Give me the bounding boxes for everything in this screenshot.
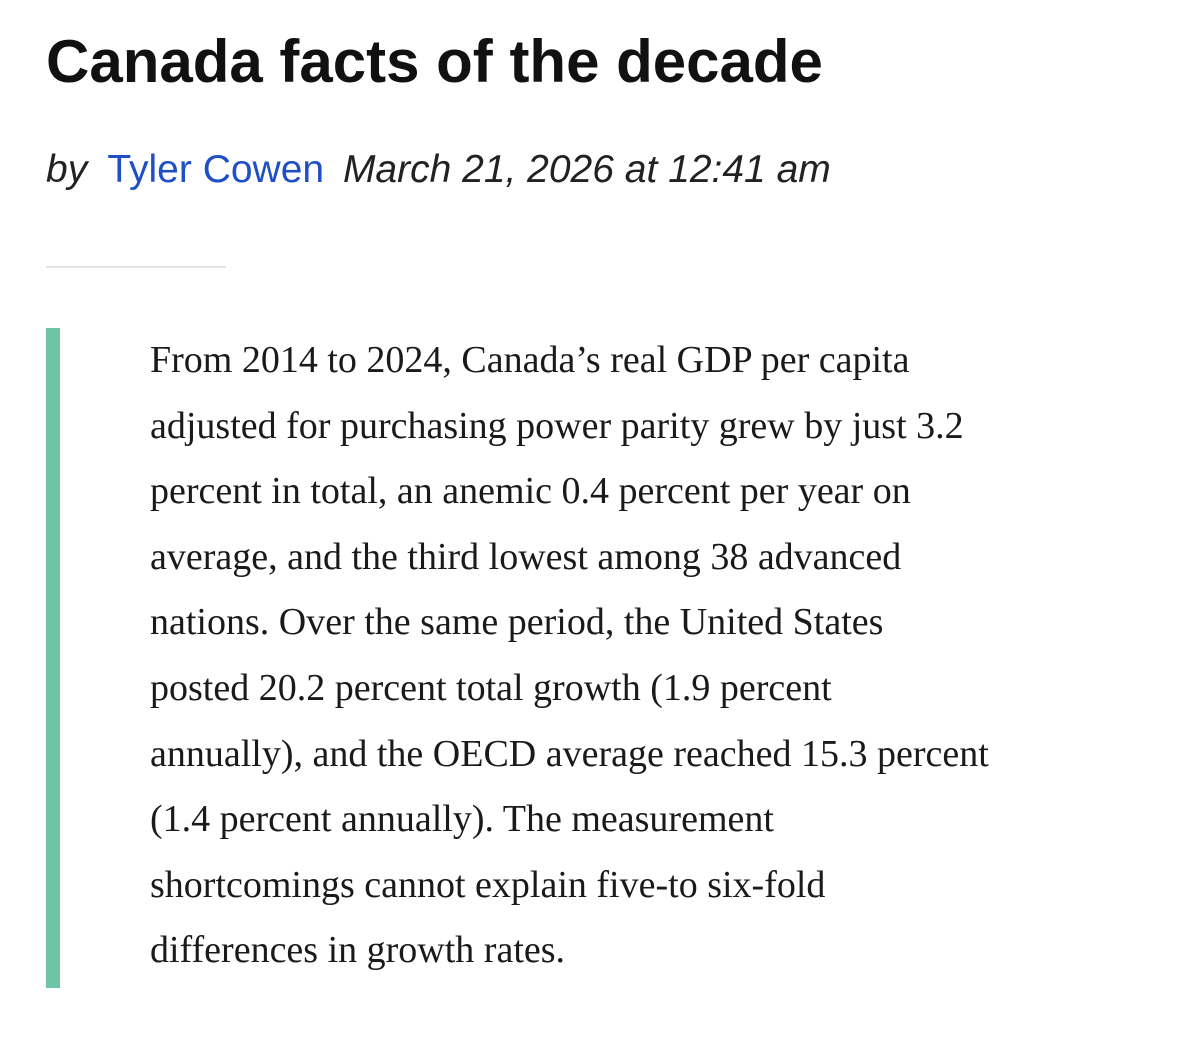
byline: by Tyler Cowen March 21, 2026 at 12:41 a… <box>46 140 831 200</box>
quote-line: shortcomings cannot explain five-to six-… <box>150 863 826 906</box>
author-link[interactable]: Tyler Cowen <box>107 148 325 191</box>
byline-prefix: by <box>46 148 88 191</box>
post-title: Canada facts of the decade <box>46 28 823 95</box>
post-date: March 21, 2026 at 12:41 am <box>342 148 831 191</box>
quote-line: From 2014 to 2024, Canada’s real GDP per… <box>150 339 910 381</box>
quote-line: (1.4 percent annually). The measurement <box>150 798 774 841</box>
quote-line: differences in growth rates. <box>150 929 566 972</box>
quote-accent-bar <box>46 328 60 988</box>
quote-line: percent in total, an anemic 0.4 percent … <box>150 470 911 513</box>
quote-line: posted 20.2 percent total growth (1.9 pe… <box>150 666 832 709</box>
title-divider <box>46 266 226 268</box>
quote-text: From 2014 to 2024, Canada’s real GDP per… <box>150 328 1160 984</box>
quote-line: adjusted for purchasing power parity gre… <box>150 404 964 447</box>
blockquote: From 2014 to 2024, Canada’s real GDP per… <box>46 328 1166 988</box>
quote-line: annually), and the OECD average reached … <box>150 732 989 775</box>
quote-line: average, and the third lowest among 38 a… <box>150 535 902 578</box>
quote-line: nations. Over the same period, the Unite… <box>150 601 884 644</box>
